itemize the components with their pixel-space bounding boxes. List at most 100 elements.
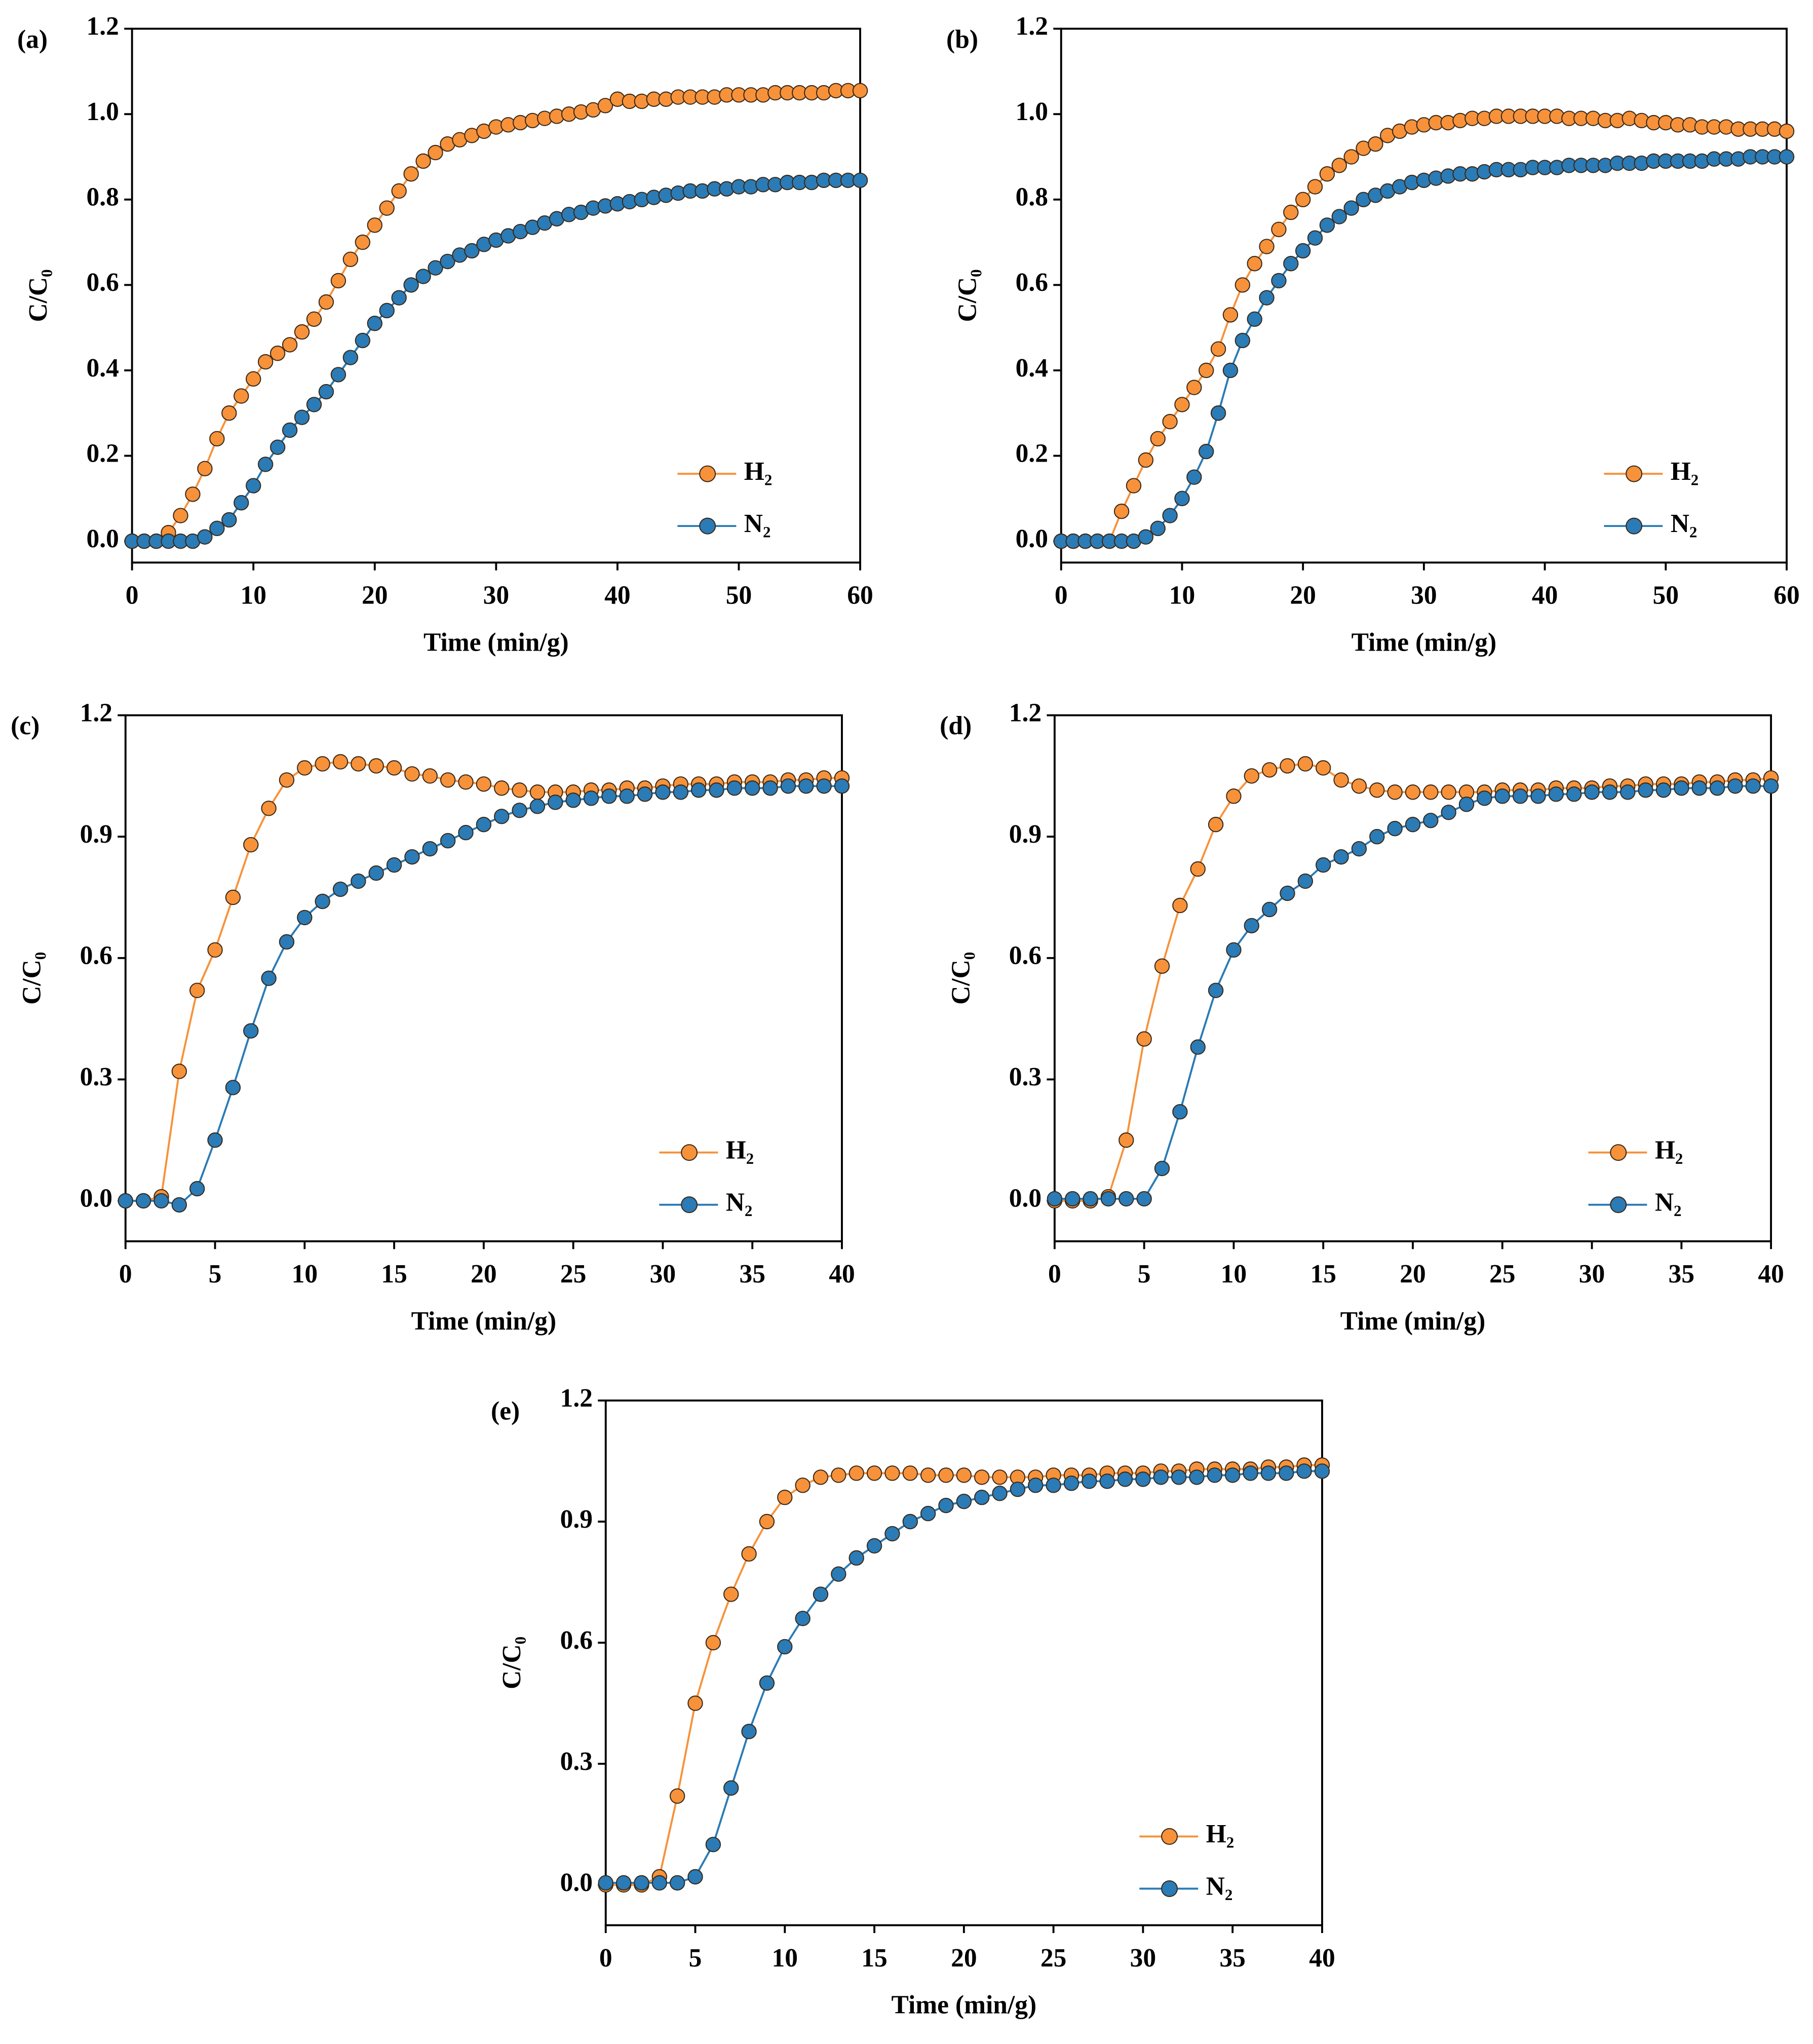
x-tick-label: 40: [1309, 1944, 1335, 1973]
x-tick-label: 0: [1048, 1260, 1061, 1289]
data-point: [391, 183, 407, 199]
x-tick-label: 50: [1653, 581, 1679, 610]
data-point: [368, 758, 384, 774]
data-point: [1423, 813, 1439, 828]
x-tick-label: 30: [650, 1260, 676, 1289]
data-point: [1343, 200, 1359, 216]
data-point: [1028, 1478, 1044, 1493]
data-point: [1297, 756, 1314, 772]
data-point: [257, 457, 274, 472]
data-point: [415, 269, 431, 284]
data-point: [687, 1869, 703, 1885]
data-point: [529, 799, 546, 814]
data-point: [852, 83, 868, 99]
data-point: [403, 166, 419, 182]
data-point: [1100, 1191, 1116, 1207]
x-tick-label: 60: [1773, 581, 1800, 610]
data-point: [404, 766, 420, 782]
data-point: [1674, 780, 1689, 796]
data-point: [1779, 123, 1795, 139]
x-tick-label: 0: [119, 1260, 132, 1289]
data-point: [171, 1197, 187, 1213]
data-point: [1063, 1475, 1079, 1491]
data-point: [428, 260, 443, 276]
data-point: [1259, 290, 1275, 306]
x-tick-label: 0: [1055, 581, 1068, 610]
panel-label: (d): [940, 711, 972, 740]
legend-label: H₂: [744, 457, 772, 486]
data-point: [598, 1875, 613, 1891]
data-point: [687, 1695, 703, 1711]
x-tick-label: 10: [292, 1260, 318, 1289]
data-point: [1494, 788, 1510, 804]
data-point: [1208, 817, 1224, 832]
y-tick-label: 0.2: [1016, 439, 1048, 468]
y-tick-label: 1.0: [87, 97, 119, 126]
x-tick-label: 10: [1221, 1260, 1247, 1289]
data-point: [1065, 1191, 1081, 1207]
data-point: [261, 970, 277, 986]
data-point: [1333, 772, 1349, 788]
data-point: [762, 780, 778, 796]
data-point: [1709, 780, 1725, 796]
data-point: [1247, 256, 1262, 272]
data-point: [1314, 1463, 1330, 1479]
data-point: [391, 290, 407, 306]
data-point: [315, 893, 330, 910]
data-point: [1150, 431, 1166, 447]
data-point: [279, 934, 295, 950]
data-point: [1405, 784, 1421, 800]
data-point: [813, 1469, 829, 1485]
data-point: [1135, 1471, 1151, 1487]
legend-marker: [699, 517, 716, 535]
x-tick-label: 30: [483, 581, 510, 610]
x-axis-label: Time (min/g): [411, 1307, 557, 1336]
data-point: [1174, 490, 1190, 507]
data-point: [225, 1080, 241, 1095]
data-point: [135, 1193, 151, 1209]
data-point: [1620, 784, 1636, 800]
data-point: [1186, 469, 1202, 485]
data-point: [1172, 897, 1188, 914]
legend-label: H₂: [1655, 1135, 1683, 1164]
chart-panel: 0.0 0.3 0.6 0.9 1.2 0 5 10 15 20 25 30 35 40 Time (min…: [940, 698, 1784, 1335]
data-point: [834, 778, 850, 794]
data-point: [1118, 1132, 1134, 1148]
data-point: [1283, 256, 1299, 272]
y-tick-label: 0.8: [87, 183, 119, 212]
legend-marker: [1161, 1828, 1178, 1845]
data-point: [1297, 873, 1314, 889]
x-tick-label: 40: [1532, 581, 1558, 610]
data-point: [207, 942, 223, 958]
data-point: [1136, 1031, 1152, 1047]
y-tick-label: 0.4: [1016, 354, 1048, 383]
data-point: [759, 1675, 775, 1691]
data-point: [1190, 1039, 1206, 1055]
data-point: [1174, 397, 1190, 412]
data-point: [615, 1875, 632, 1891]
x-axis-label: Time (min/g): [1352, 628, 1497, 657]
x-tick-label: 50: [726, 581, 752, 610]
data-point: [1602, 784, 1618, 800]
x-tick-label: 25: [560, 1260, 587, 1289]
data-point: [723, 1586, 739, 1602]
data-point: [798, 778, 814, 794]
x-axis-label: Time (min/g): [1340, 1307, 1486, 1336]
data-point: [1244, 768, 1259, 784]
data-point: [330, 367, 346, 383]
data-point: [1082, 1473, 1097, 1489]
data-point: [404, 849, 420, 865]
data-point: [1126, 478, 1142, 494]
data-point: [866, 1465, 882, 1481]
data-point: [246, 371, 261, 387]
data-point: [318, 294, 334, 310]
x-tick-label: 15: [861, 1944, 888, 1973]
data-point: [1261, 901, 1278, 918]
data-point: [234, 388, 249, 404]
data-point: [440, 832, 456, 849]
data-point: [831, 1566, 846, 1582]
data-point: [669, 1788, 685, 1804]
data-point: [816, 778, 832, 794]
y-tick-label: 0.0: [560, 1868, 593, 1897]
